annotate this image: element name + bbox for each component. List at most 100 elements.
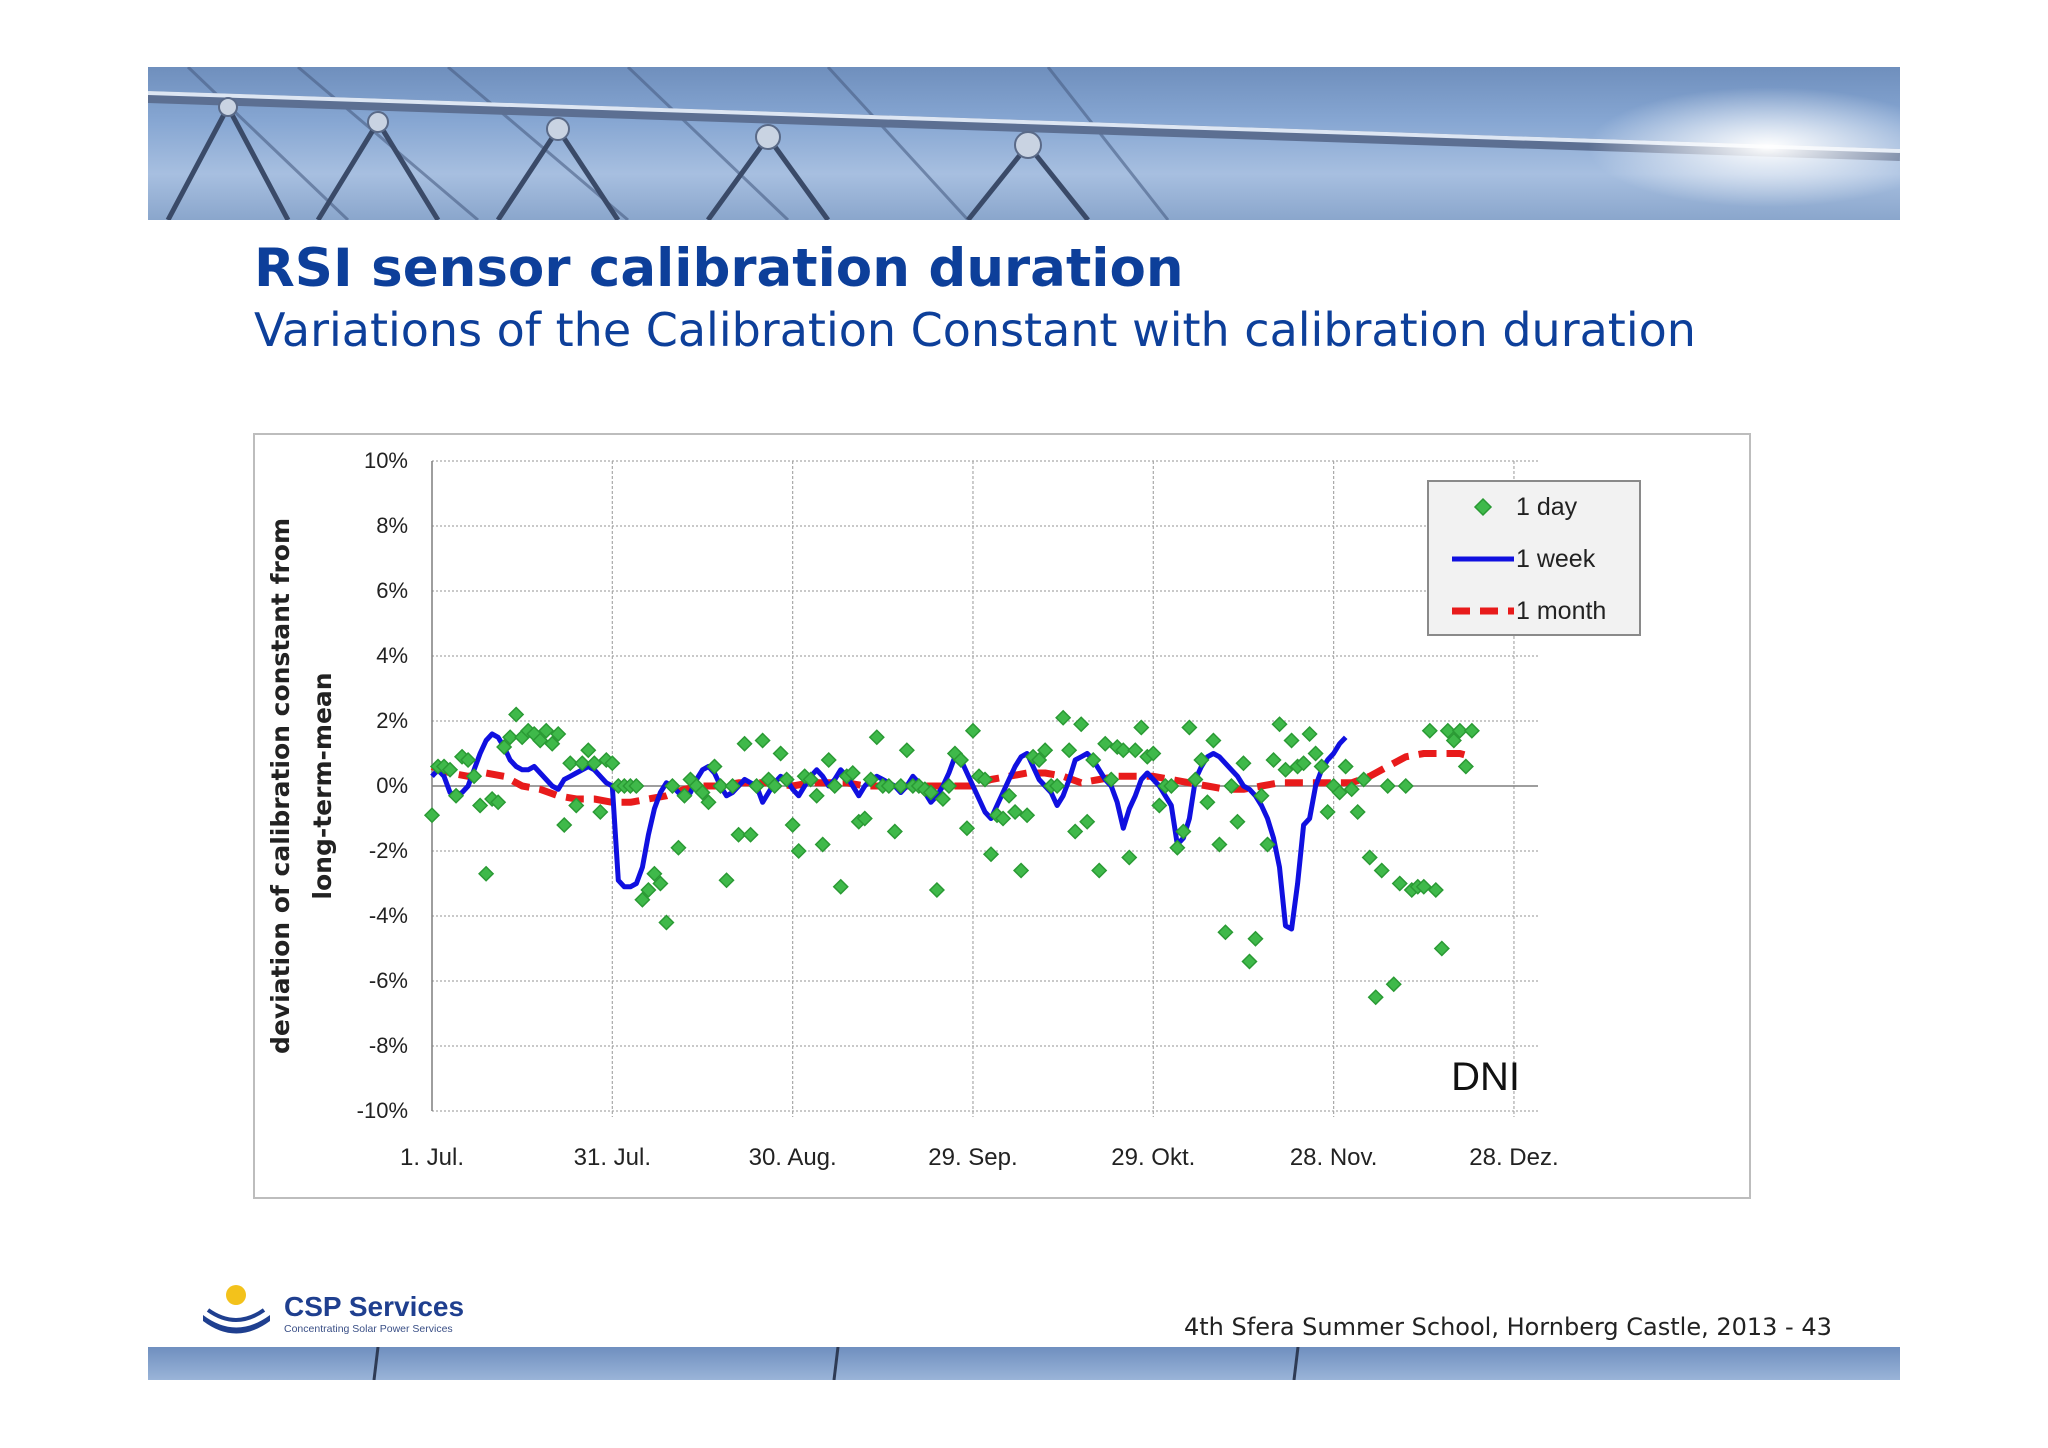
y-tick-label: 0% — [376, 773, 408, 798]
series-1-day-point — [580, 742, 597, 759]
series-1-day-point — [1331, 784, 1348, 801]
series-1-day-point — [478, 865, 495, 882]
series-1-day-point — [1223, 777, 1240, 795]
series-1-day-point — [502, 729, 519, 746]
series-1-day-point — [730, 826, 747, 843]
series-1-day-point — [664, 777, 681, 795]
legend-label: 1 month — [1516, 597, 1606, 625]
series-1-day-point — [964, 722, 982, 739]
series-1-day-point — [1037, 742, 1054, 759]
series-1-day-point — [952, 751, 970, 769]
series-1-day-point — [898, 742, 915, 759]
slide-footer: 4th Sfera Summer School, Hornberg Castle… — [1184, 1313, 1832, 1341]
series-1-day-point — [814, 836, 831, 853]
y-tick-label: 2% — [376, 708, 408, 733]
series-1-day-point — [1013, 862, 1030, 879]
y-tick-label: -6% — [369, 968, 408, 993]
series-1-day-point — [784, 816, 801, 834]
series-1-day-point — [1235, 755, 1252, 772]
series-1-day-point — [1457, 758, 1474, 775]
series-1-day-point — [1385, 976, 1402, 993]
series-1-day-point — [1391, 875, 1408, 892]
series-1-day-point — [646, 865, 663, 882]
series-1-day-point — [1211, 836, 1228, 853]
y-axis-title-line: deviation of calibration constant from — [266, 518, 295, 1054]
series-1-day-point — [1103, 771, 1120, 788]
series-1-day-point — [538, 722, 555, 739]
slide-title: RSI sensor calibration duration — [254, 238, 1184, 299]
series-1-day-point — [1229, 813, 1246, 830]
series-1-day-point — [1361, 849, 1378, 866]
series-1-day-point — [826, 777, 843, 795]
series-1-day-point — [1127, 742, 1144, 759]
series-1-day-point — [1451, 722, 1468, 739]
series-1-day-point — [1433, 940, 1450, 957]
series-1-day-point — [832, 878, 849, 895]
y-tick-label: -2% — [369, 838, 408, 863]
x-tick-label: 29. Okt. — [1111, 1144, 1195, 1171]
series-1-day-point — [1271, 716, 1288, 733]
series-1-day-point — [568, 797, 585, 814]
series-1-day-point — [766, 777, 783, 795]
series-1-day-point — [1175, 823, 1192, 840]
series-1-day-point — [1079, 813, 1096, 830]
y-tick-label: 8% — [376, 513, 408, 538]
x-tick-label: 31. Jul. — [574, 1144, 651, 1171]
series-1-day-point — [1421, 722, 1438, 739]
series-1-day-point — [1061, 742, 1078, 759]
series-1-day-point — [820, 751, 837, 769]
series-1-day-point — [694, 784, 711, 801]
chart-frame: -10% -8% -6% -4% -2% 0% 2% 4% 6% 8% 10% 1. Jul. 31. … — [253, 433, 1751, 1199]
series-1-day-point — [1145, 745, 1162, 762]
legend-label: 1 week — [1516, 545, 1596, 573]
series-1-day-point — [1445, 732, 1462, 749]
series-1-day-point — [982, 846, 1000, 863]
series-1-day-point — [508, 706, 525, 723]
series-1-day-point — [1181, 719, 1198, 736]
series-1-day-point — [700, 794, 717, 811]
series-1-day-point — [1193, 751, 1210, 769]
y-axis-title-line: long-term-mean — [308, 672, 337, 899]
series-1-day-point — [1217, 924, 1234, 941]
series-1-day-point — [976, 771, 994, 788]
x-tick-label: 28. Dez. — [1469, 1144, 1558, 1171]
series-1-day-point — [1187, 771, 1204, 788]
series-1-day-point — [1055, 709, 1072, 726]
chart-annotation-dni: DNI — [1451, 1055, 1520, 1099]
series-1-day-point — [496, 738, 513, 756]
series-1-day-point — [742, 826, 759, 843]
series-1-day-point — [1163, 777, 1180, 795]
series-1-day-point — [472, 797, 489, 814]
trough-arc-icon — [206, 1308, 266, 1322]
series-1-day-point — [676, 787, 693, 804]
series-1-day-point — [1313, 758, 1330, 775]
series-1-day-point — [1031, 751, 1048, 769]
series-1-day-point — [862, 771, 879, 788]
logo-tagline: Concentrating Solar Power Services — [284, 1323, 453, 1335]
logo-name: CSP Services — [284, 1291, 464, 1322]
series-1-day-point — [772, 745, 789, 762]
series-1-day-point — [922, 784, 939, 801]
series-1-day-point — [592, 803, 609, 821]
series-1-day-point — [886, 823, 903, 840]
series-1-day-point — [490, 794, 507, 811]
series-1-day-point — [1355, 771, 1372, 788]
series-1-day-point — [640, 881, 657, 899]
series-1-day-point — [958, 820, 976, 837]
series-1-day-point — [1019, 807, 1036, 824]
series-1-day-point — [1241, 953, 1258, 970]
series-1-day-point — [1295, 755, 1312, 772]
series-1-day-point — [1379, 777, 1396, 795]
series-1-day-point — [1265, 751, 1282, 769]
series-1-day-point — [754, 732, 771, 749]
series-1-day-point — [1439, 722, 1456, 739]
series-1-day-point — [1115, 742, 1132, 759]
series-1-day-point — [880, 777, 897, 795]
series-1-day-point — [658, 914, 675, 931]
series-1-day-point — [736, 735, 753, 752]
series-1-day-point — [1277, 761, 1294, 778]
series-1-day-point — [634, 891, 651, 908]
series-1-day-point — [1427, 881, 1444, 899]
series-1-day-point — [1319, 803, 1336, 821]
series-1-day-point — [1367, 989, 1384, 1006]
